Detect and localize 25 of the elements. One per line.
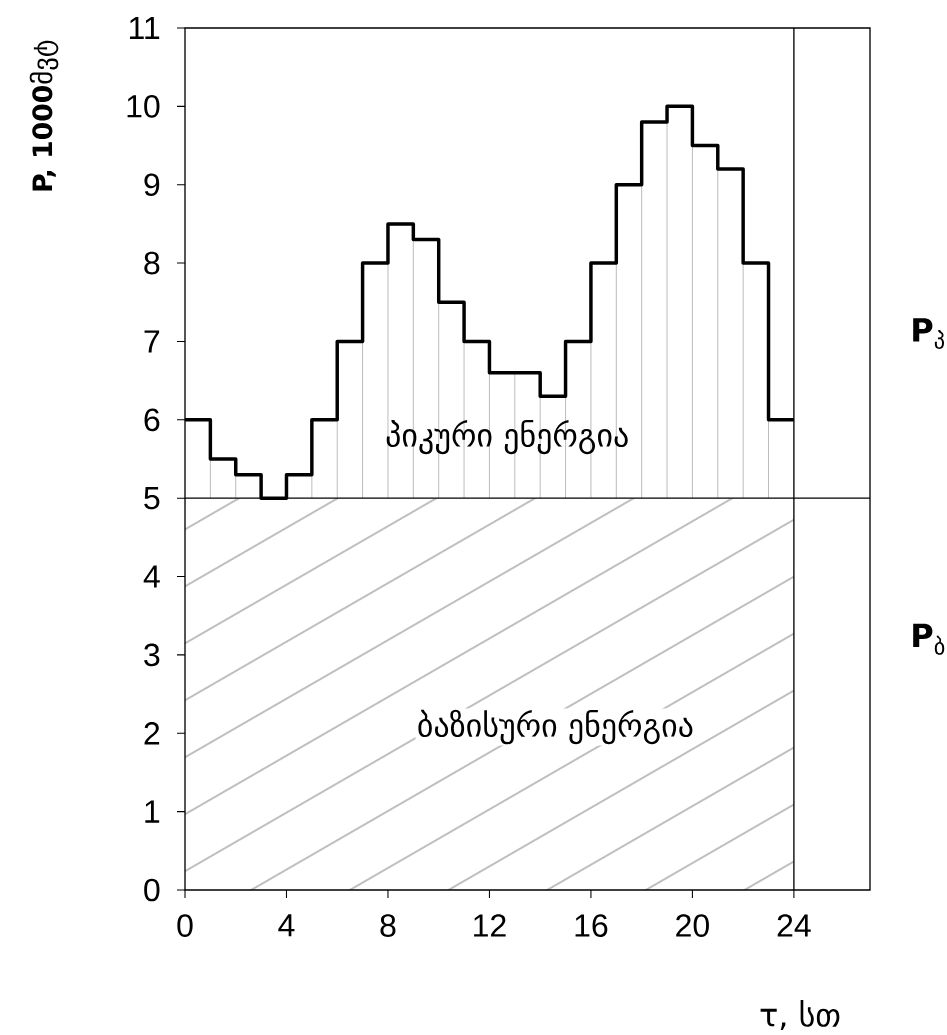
y-tick-label: 9 — [144, 173, 160, 197]
y-tick-label: 7 — [144, 330, 160, 353]
annotation: პიკური ენერგია — [386, 419, 628, 455]
x-tick-label: 24 — [777, 914, 811, 937]
y-tick-label: 10 — [127, 95, 160, 118]
x-tick-label: 4 — [278, 914, 295, 937]
y-tick-label: 8 — [144, 251, 160, 275]
y-tick-label: 11 — [129, 16, 160, 39]
x-tick-label: 20 — [676, 914, 709, 937]
y-tick-label: 4 — [143, 565, 160, 588]
text: P$_{პ}$ — [913, 318, 945, 350]
y-tick-label: 5 — [144, 487, 160, 510]
x-tick-label: 0 — [177, 914, 193, 937]
y-axis-title: P, 1000მვტ — [29, 40, 59, 191]
y-tick-label: 2 — [144, 722, 160, 745]
y-tick-label: 6 — [144, 408, 160, 432]
band-label: ბაზისური ენერგია — [418, 709, 693, 745]
x-tick-label: 8 — [380, 914, 396, 937]
x-axis-title: τ, სთ — [760, 999, 840, 1031]
x-tick-label: 16 — [575, 914, 608, 937]
x-tick-label: 12 — [474, 914, 506, 937]
text: P$_{ბ}$ — [913, 623, 945, 655]
y-tick-label: 0 — [144, 878, 160, 902]
y-tick-label: 3 — [144, 643, 160, 667]
y-tick-label: 1 — [145, 800, 160, 823]
